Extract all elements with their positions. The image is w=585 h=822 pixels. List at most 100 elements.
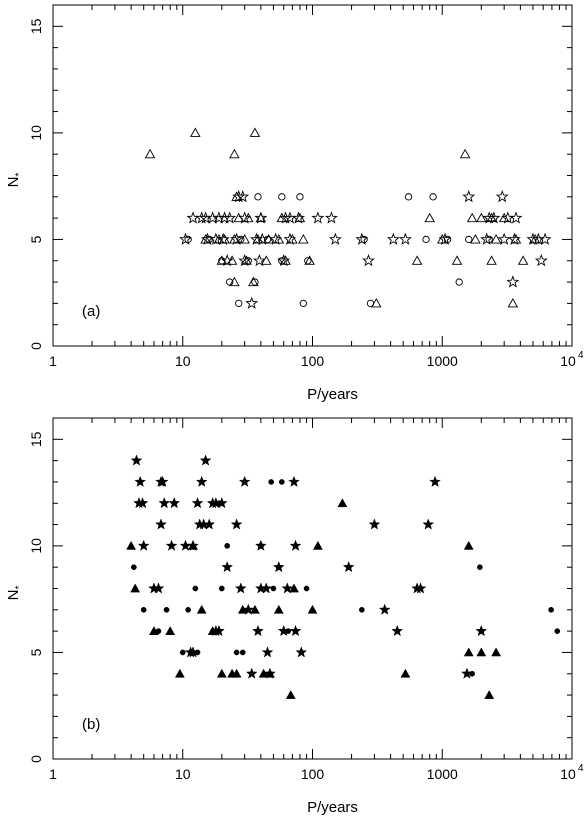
data-point-star: [221, 560, 234, 573]
x-tick-label: 100: [301, 353, 325, 369]
data-point-star: [230, 518, 243, 530]
data-point-circle: [235, 299, 243, 308]
data-point-circle: [179, 649, 186, 656]
data-point-star: [277, 253, 291, 267]
data-point-triangle: [229, 148, 240, 159]
data-point-star: [179, 232, 192, 245]
data-point-star: [438, 232, 452, 245]
data-point-star: [391, 624, 404, 637]
data-point-circle: [278, 479, 285, 485]
data-point-star: [261, 646, 274, 658]
x-tick-label: 10: [560, 766, 576, 782]
x-tick-label: 1000: [427, 353, 458, 369]
data-point-circle: [140, 606, 147, 613]
data-point-star: [378, 603, 391, 615]
data-point-triangle: [298, 234, 309, 244]
data-point-star: [283, 232, 297, 245]
data-point-star: [398, 232, 412, 245]
data-point-circle: [554, 628, 561, 634]
data-point-triangle: [216, 668, 227, 678]
data-point-star: [215, 497, 228, 509]
data-point-triangle: [424, 212, 435, 223]
x-tick-label: 10: [560, 353, 576, 369]
data-point-star: [195, 475, 208, 487]
data-point-circle: [422, 235, 430, 244]
data-point-star: [475, 624, 488, 637]
plot-frame: [52, 417, 573, 760]
data-point-star: [137, 539, 150, 551]
data-point-star: [264, 667, 276, 679]
data-point-circle: [155, 628, 162, 634]
data-point-circle: [233, 649, 240, 656]
data-point-circle: [358, 606, 365, 613]
data-point-circle: [366, 299, 375, 308]
data-point-star: [386, 232, 400, 245]
data-point-circle: [429, 193, 437, 201]
data-point-circle: [548, 606, 554, 613]
data-point-star: [292, 211, 305, 224]
data-point-triangle: [463, 540, 474, 550]
data-point-triangle: [304, 255, 315, 265]
data-point-triangle: [411, 255, 423, 265]
data-point-triangle: [130, 583, 141, 593]
data-point-star: [295, 646, 308, 658]
data-point-star: [260, 582, 273, 594]
data-point-triangle: [491, 647, 502, 657]
data-point-circle: [455, 278, 463, 286]
data-point-triangle: [144, 148, 156, 159]
data-point-star: [289, 539, 302, 551]
data-point-circle: [163, 606, 170, 613]
data-point-triangle: [486, 255, 497, 265]
data-point-star: [238, 211, 252, 224]
data-point-star: [155, 518, 167, 530]
data-point-star: [203, 518, 216, 530]
data-point-circle: [299, 299, 307, 308]
y-tick-label: 0: [28, 342, 44, 350]
data-point-triangle: [285, 690, 296, 699]
data-point-star: [236, 190, 250, 203]
data-point-star: [252, 624, 264, 637]
data-point-star: [281, 582, 294, 594]
data-point-star: [289, 624, 302, 637]
data-point-star: [328, 232, 342, 245]
data-point-star: [238, 475, 251, 487]
data-point-triangle: [165, 626, 176, 635]
panel-label: (b): [82, 716, 100, 733]
data-point-star: [429, 475, 441, 487]
data-point-star: [506, 275, 520, 288]
data-point-triangle: [250, 604, 260, 614]
data-point-triangle: [451, 255, 463, 265]
data-point-star: [191, 497, 204, 509]
data-point-circle: [244, 257, 252, 265]
data-point-star: [234, 582, 247, 594]
data-point-star: [311, 211, 325, 224]
data-point-star: [255, 232, 269, 245]
data-point-star: [168, 497, 181, 509]
data-point-triangle: [337, 498, 348, 508]
data-point-star: [156, 475, 169, 487]
data-point-star: [245, 296, 259, 309]
data-point-star: [461, 667, 473, 679]
data-point-triangle: [226, 255, 238, 265]
x-tick-label: 1000: [427, 766, 458, 782]
data-point-star: [422, 518, 435, 530]
data-point-triangle: [484, 690, 495, 699]
data-point-star: [269, 232, 283, 245]
x-axis-label: P/years: [307, 386, 358, 403]
data-point-circle: [404, 193, 413, 201]
data-point-triangle: [258, 668, 269, 678]
data-point-star: [414, 582, 427, 594]
data-point-star: [252, 253, 266, 267]
data-point-circle: [268, 479, 274, 485]
data-point-star: [186, 211, 200, 224]
data-point-circle: [251, 278, 259, 286]
data-point-triangle: [476, 647, 487, 657]
data-point-star: [277, 624, 290, 637]
data-point-triangle: [466, 212, 478, 223]
data-point-circle: [224, 543, 231, 549]
data-point-star: [136, 497, 149, 509]
data-point-triangle: [307, 604, 318, 614]
data-point-triangle: [239, 234, 250, 244]
